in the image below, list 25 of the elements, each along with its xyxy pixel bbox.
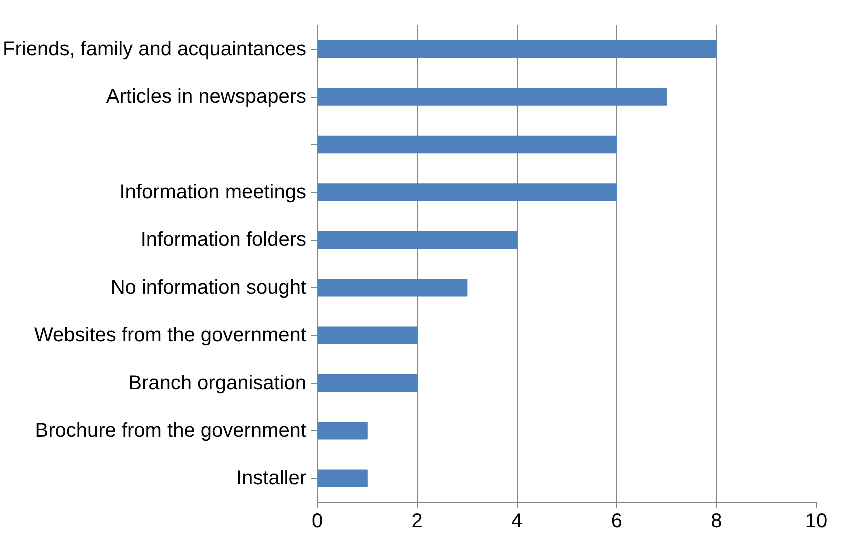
y-tick-label: No information sought — [110, 276, 307, 299]
x-tick-label: 8 — [711, 510, 722, 532]
bar — [318, 40, 718, 58]
bar — [318, 231, 518, 249]
y-tick-label: Information meetings — [120, 181, 307, 204]
bar — [318, 279, 468, 297]
x-tick-label: 4 — [512, 510, 523, 532]
y-tick-label: Branch organisation — [128, 372, 306, 394]
bar — [318, 326, 418, 344]
bar — [318, 470, 368, 488]
x-tick-label: 2 — [412, 510, 423, 532]
bar — [318, 184, 618, 202]
bar — [318, 136, 618, 154]
y-tick-label: Installer — [236, 468, 307, 490]
y-tick-label: Brochure from the government — [35, 420, 307, 442]
y-tick-label: Websites from the government — [34, 324, 307, 347]
y-tick-label: Articles in newspapers — [106, 86, 307, 108]
x-tick-label: 0 — [312, 510, 324, 532]
x-tick-label: 10 — [805, 510, 828, 532]
y-tick-label: Friends, family and acquaintances — [3, 38, 307, 60]
bar — [318, 88, 668, 106]
x-tick-label: 6 — [611, 510, 622, 532]
bar — [318, 374, 418, 392]
y-tick-label: Information folders — [140, 229, 307, 252]
bar — [318, 422, 368, 440]
